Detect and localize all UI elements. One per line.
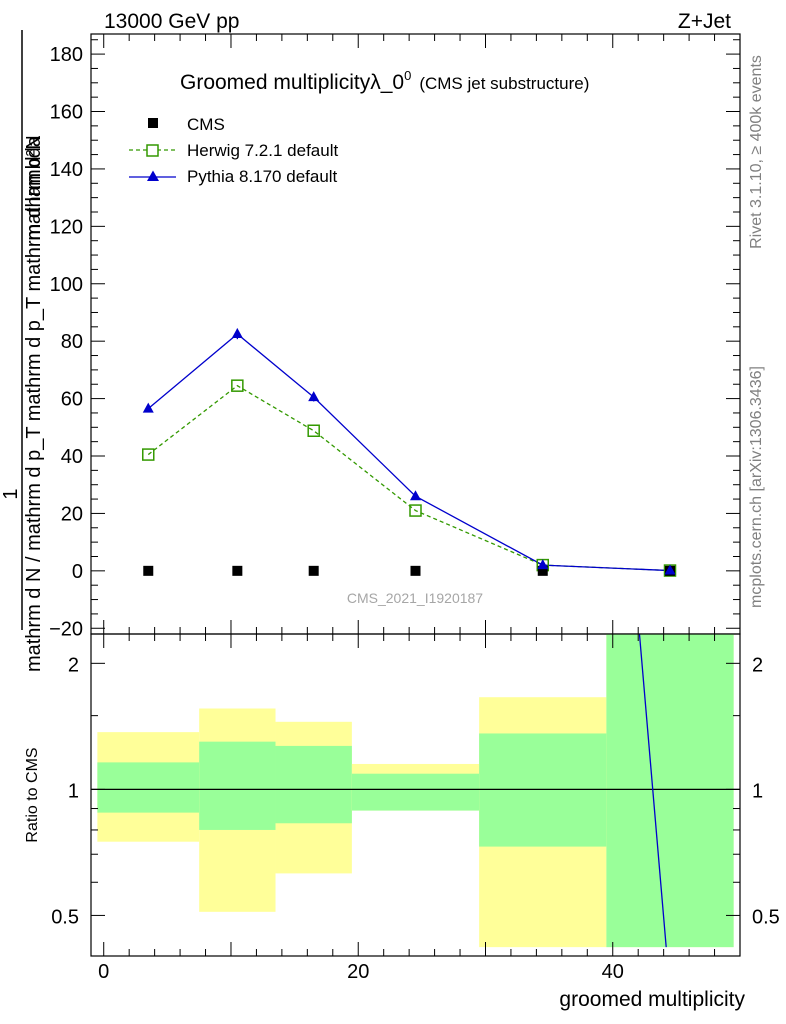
herwig-marker (142, 448, 155, 461)
ratio-y-tick-label: 1 (68, 780, 79, 802)
ratio-band-green (97, 762, 200, 813)
mcplots-label: mcplots.cern.ch [arXiv:1306.3436] (748, 366, 765, 608)
main-series-layer (142, 328, 677, 577)
ratio-plot-panel: 0.5 0.51 12 20 20 40 Ratio to CMS groomed mul… (24, 34, 780, 1011)
x-tick-label: 40 (602, 961, 624, 983)
ratio-y-tick-label-right: 0.5 (752, 906, 780, 928)
y-tick-label: 0 (72, 561, 83, 583)
ratio-band-green (275, 745, 352, 824)
y-tick-label: 120 (50, 216, 83, 238)
herwig-marker (307, 424, 320, 437)
ratio-ticks: 0.5 0.51 12 20 20 40 (51, 34, 780, 983)
pythia-line (147, 333, 671, 572)
y-label-prefix: 1 (0, 488, 22, 499)
ratio-series-layer (638, 633, 667, 948)
pythia-marker (410, 490, 421, 501)
y-tick-label: 20 (61, 503, 83, 525)
legend-cms-marker (148, 118, 158, 128)
main-y-label: mathrm d²N 1 mathrm d N / mathrm d p_T m… (0, 30, 45, 672)
ratio-y-tick-label-right: 1 (752, 780, 763, 802)
y-tick-label: 100 (50, 274, 83, 296)
y-tick-label: 40 (61, 446, 83, 468)
header-energy: 13000 GeV pp (104, 10, 239, 33)
ratio-band-green (199, 741, 276, 830)
y-tick-label: 80 (61, 331, 83, 353)
y-tick-label: 160 (50, 102, 83, 124)
ratio-y-tick-label-right: 2 (752, 654, 763, 676)
ratio-y-label: Ratio to CMS (24, 747, 41, 842)
y-label-denominator: mathrm d N / mathrm d p_T mathrm d p_T m… (23, 135, 45, 672)
main-subtitle: (CMS jet substructure) (419, 74, 589, 93)
y-tick-label: 180 (50, 44, 83, 66)
ratio-y-tick-label: 0.5 (51, 906, 79, 928)
ratio-bands (91, 634, 740, 948)
header-process: Z+Jet (678, 10, 731, 33)
x-axis-label: groomed multiplicity (559, 988, 745, 1011)
y-tick-label: −20 (49, 618, 83, 640)
cms-marker (537, 565, 548, 576)
legend-cms-label: CMS (187, 115, 225, 134)
pythia-marker (231, 328, 243, 338)
legend: CMS Herwig 7.2.1 default Pythia 8.170 de… (129, 115, 338, 186)
legend-herwig-label: Herwig 7.2.1 default (187, 141, 338, 160)
cms-marker (143, 565, 154, 576)
pythia-ratio-line (638, 633, 667, 948)
ratio-band-green (479, 733, 607, 847)
herwig-line (147, 384, 671, 572)
y-label-numerator: mathrm d²N (23, 135, 45, 241)
y-tick-label: 140 (50, 159, 83, 181)
ratio-band-green (606, 634, 734, 948)
cms-marker (410, 565, 421, 576)
analysis-label: CMS_2021_I1920187 (347, 590, 483, 606)
legend-herwig-marker (146, 144, 159, 157)
cms-marker (232, 565, 243, 576)
pythia-marker (308, 391, 320, 402)
legend-pythia-label: Pythia 8.170 default (187, 167, 338, 186)
cms-marker (308, 565, 319, 576)
ratio-frame (90, 633, 741, 957)
rivet-label: Rivet 3.1.10, ≥ 400k events (748, 55, 765, 249)
ratio-band-green (351, 773, 480, 811)
x-tick-label: 0 (98, 961, 109, 983)
ratio-y-tick-label: 2 (68, 654, 79, 676)
main-plot-panel: −20 0 20 40 60 80 100 120 140 160 180 Groomed mult… (49, 33, 741, 640)
x-tick-label: 20 (347, 961, 369, 983)
herwig-marker (409, 504, 422, 517)
pythia-marker (142, 402, 154, 413)
main-y-ticks: −20 0 20 40 60 80 100 120 140 160 180 (49, 39, 740, 640)
y-tick-label: 60 (61, 389, 83, 411)
main-title: Groomed multiplicityλ_00 (CMS jet substru… (180, 68, 589, 94)
herwig-marker (231, 379, 244, 392)
pythia-marker (537, 559, 549, 570)
legend-pythia-marker (147, 170, 159, 181)
pythia-marker (664, 564, 676, 575)
